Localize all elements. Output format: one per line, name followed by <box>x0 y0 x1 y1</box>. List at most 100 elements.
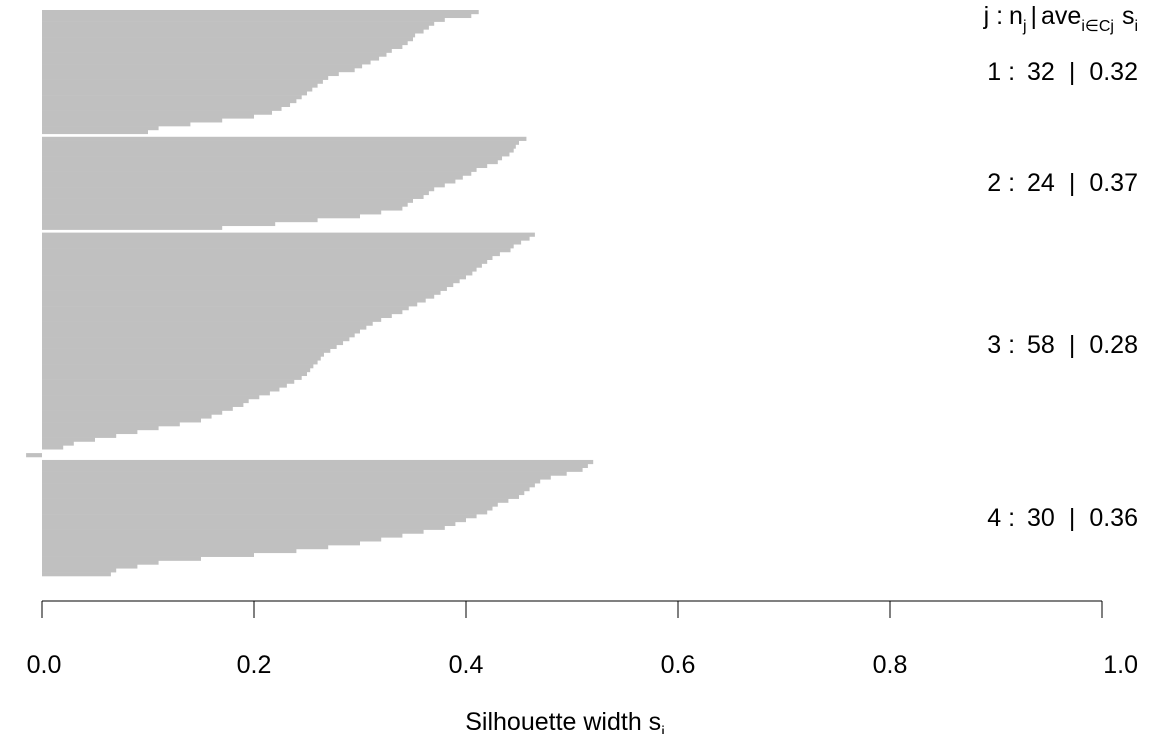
silhouette-bar <box>42 60 371 65</box>
silhouette-bar <box>42 71 339 77</box>
silhouette-bar <box>42 379 295 384</box>
silhouette-bar <box>42 302 418 307</box>
silhouette-bar <box>42 463 588 468</box>
silhouette-bar <box>42 398 249 404</box>
silhouette-bar <box>42 517 466 523</box>
silhouette-bar <box>42 548 297 554</box>
silhouette-bar <box>42 79 323 84</box>
silhouette-bar <box>42 309 403 315</box>
silhouette-bar <box>42 560 159 565</box>
cluster-label: 1 : 32 | 0.32 <box>987 58 1138 86</box>
cluster-size: 30 <box>1027 504 1055 532</box>
silhouette-bar <box>42 313 392 319</box>
silhouette-bar <box>42 529 424 534</box>
silhouette-bar <box>42 290 441 295</box>
silhouette-bar <box>26 453 42 458</box>
bars-layer <box>26 10 594 577</box>
silhouette-bar <box>42 202 408 207</box>
legend-rows: 1 : 32 | 0.32 2 : 24 | 0.37 3 : 58 | 0.28 4 : 30 | 0.36 <box>987 58 1138 532</box>
silhouette-bar <box>42 437 95 442</box>
silhouette-bar <box>42 498 509 503</box>
silhouette-bar <box>42 572 111 577</box>
silhouette-bar <box>42 144 516 149</box>
silhouette-bar <box>42 356 321 361</box>
silhouette-bar <box>42 383 287 388</box>
silhouette-bar <box>42 156 503 161</box>
silhouette-bar <box>42 510 488 515</box>
silhouette-bar <box>42 10 479 15</box>
silhouette-bar <box>42 479 541 484</box>
silhouette-bar <box>42 232 535 237</box>
silhouette-bar <box>42 333 355 338</box>
silhouette-bar <box>42 552 254 557</box>
silhouette-bar <box>42 525 445 530</box>
silhouette-bar <box>42 194 424 199</box>
x-tick-label: 0.6 <box>661 651 696 679</box>
silhouette-bar <box>42 48 392 53</box>
legend-header-j: j : <box>983 2 1003 30</box>
x-axis-tick-labels: 0.0 0.2 0.4 0.6 0.8 1.0 <box>27 651 1138 679</box>
silhouette-bar <box>42 367 311 373</box>
silhouette-bar <box>42 159 498 165</box>
silhouette-bar <box>42 95 302 100</box>
silhouette-bar <box>42 487 530 492</box>
silhouette-bar <box>42 271 473 276</box>
silhouette-bar <box>42 275 466 280</box>
silhouette-bar <box>42 545 329 550</box>
silhouette-bar <box>42 422 180 427</box>
silhouette-bar <box>42 317 382 322</box>
silhouette-bar <box>42 471 567 476</box>
cluster-size: 24 <box>1027 169 1055 197</box>
legend-header: j : nj | avei∈Cj si <box>983 2 1138 35</box>
silhouette-bar <box>42 406 233 411</box>
silhouette-bar <box>42 110 273 115</box>
silhouette-bar <box>42 325 367 330</box>
silhouette-bar <box>42 75 329 80</box>
silhouette-bar <box>42 187 435 192</box>
legend-header-sep: | <box>1031 2 1038 30</box>
cluster-separator: | <box>1069 331 1076 359</box>
cluster-separator: | <box>1069 58 1076 86</box>
x-tick-label: 0.2 <box>237 651 272 679</box>
silhouette-bar <box>42 251 500 257</box>
silhouette-bar <box>42 210 382 215</box>
x-tick-label: 0.0 <box>27 651 62 679</box>
legend-header-n: n <box>1009 2 1023 30</box>
silhouette-bar <box>42 29 424 34</box>
silhouette-bar <box>42 17 445 22</box>
silhouette-bar <box>42 263 482 268</box>
silhouette-bar <box>42 506 493 511</box>
silhouette-bar <box>42 360 318 365</box>
silhouette-bar <box>42 190 429 196</box>
silhouette-bar <box>42 21 435 26</box>
silhouette-bar <box>42 152 510 157</box>
silhouette-bar <box>42 225 223 230</box>
silhouette-bar <box>42 402 244 407</box>
x-tick-label: 1.0 <box>1103 651 1138 679</box>
silhouette-bar <box>42 433 117 438</box>
silhouette-bar <box>42 37 413 42</box>
cluster-number: 2 : <box>987 169 1015 197</box>
silhouette-bar <box>42 102 291 108</box>
silhouette-bar <box>42 459 594 465</box>
legend-header-ave: ave <box>1041 2 1081 30</box>
x-axis-title-sub: i <box>661 724 665 734</box>
silhouette-bar <box>42 483 535 488</box>
silhouette-bar <box>42 175 463 180</box>
x-axis-title-main: Silhouette width s <box>465 708 661 734</box>
silhouette-bar <box>42 410 223 415</box>
cluster-label: 2 : 24 | 0.37 <box>987 169 1138 197</box>
cluster-average: 0.36 <box>1089 504 1138 532</box>
silhouette-bar <box>42 286 447 291</box>
silhouette-bar <box>42 25 429 30</box>
silhouette-bar <box>42 56 380 61</box>
silhouette-bar <box>42 259 488 264</box>
silhouette-bar <box>42 564 138 569</box>
silhouette-bar <box>42 83 318 88</box>
cluster-size: 32 <box>1027 58 1055 86</box>
silhouette-bar <box>42 298 426 303</box>
silhouette-bar <box>42 306 409 311</box>
silhouette-bar <box>42 490 525 496</box>
silhouette-bar <box>42 91 307 96</box>
silhouette-bar <box>42 521 456 527</box>
